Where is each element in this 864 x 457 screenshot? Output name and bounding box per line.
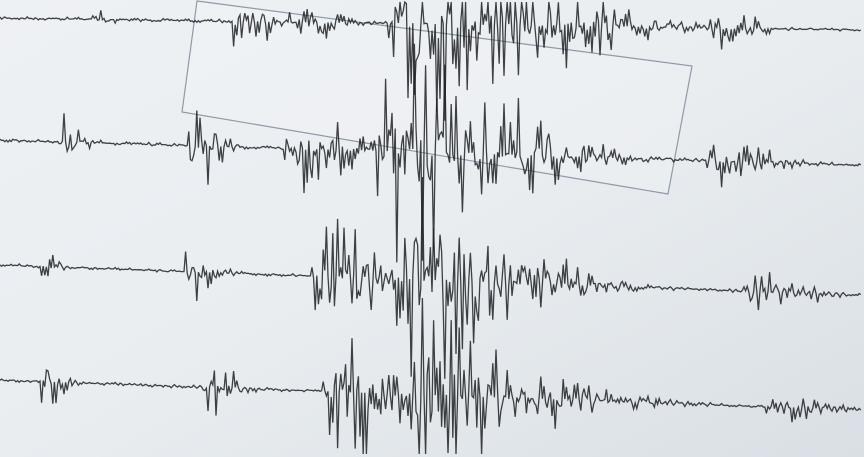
- seismic-trace-2: [0, 43, 862, 263]
- seismic-trace-1: [0, 0, 862, 121]
- seismic-trace-4: [0, 297, 862, 455]
- seismic-trace-3: [0, 176, 862, 379]
